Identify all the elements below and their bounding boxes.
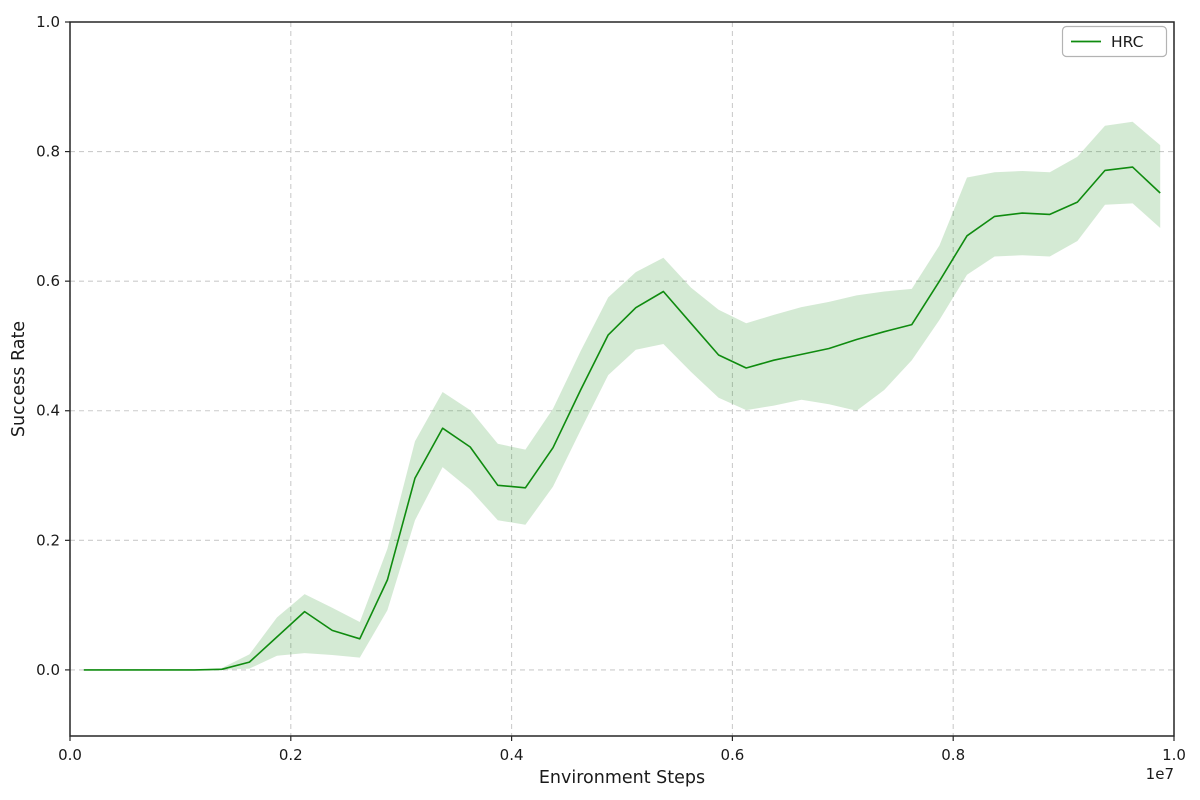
x-tick-label: 1.0: [1162, 746, 1186, 764]
x-axis-label: Environment Steps: [539, 768, 705, 788]
legend-box: [1061, 25, 1168, 58]
plot-border: [69, 21, 1175, 737]
y-tick-label: 0.6: [36, 272, 60, 290]
legend-label: HRC: [1111, 33, 1143, 51]
x-tick-label: 0.6: [720, 746, 744, 764]
x-tick-label: 0.2: [279, 746, 303, 764]
y-tick-label: 0.2: [36, 531, 60, 549]
y-tick-label: 0.8: [36, 143, 60, 161]
y-tick-label: 0.4: [36, 402, 60, 420]
x-axis-offset-label: 1e7: [1146, 765, 1174, 783]
hrc-mean-line: [83, 166, 1161, 671]
x-tick-label: 0.0: [58, 746, 82, 764]
y-tick-label: 1.0: [36, 13, 60, 31]
x-tick-label: 0.4: [500, 746, 524, 764]
confidence-band: [83, 121, 1161, 670]
x-tick-label: 0.8: [941, 746, 965, 764]
y-axis-label: Success Rate: [9, 321, 29, 437]
y-tick-label: 0.0: [36, 661, 60, 679]
